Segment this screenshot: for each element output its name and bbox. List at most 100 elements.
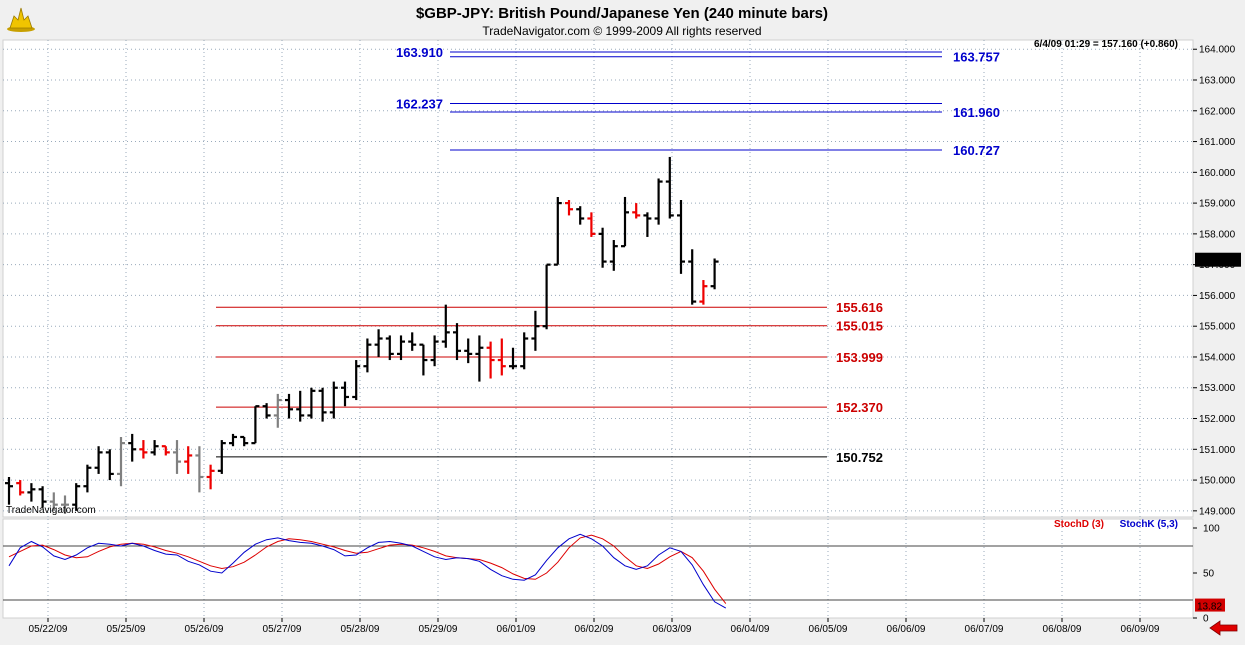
ohlc-bar [184, 446, 193, 474]
ohlc-bar [117, 436, 125, 487]
ohlc-bar [229, 433, 237, 447]
ohlc-bar [654, 178, 663, 225]
ohlc-bar [464, 338, 473, 364]
ohlc-bar [710, 258, 719, 290]
x-tick-label: 05/26/09 [185, 624, 224, 635]
stoch-last-label: 13.82 [1197, 602, 1222, 613]
y-tick-label: 162.000 [1199, 106, 1236, 117]
ohlc-bar [128, 433, 137, 462]
ohlc-bar [553, 196, 562, 266]
ohlc-bar [173, 440, 181, 474]
scroll-right-arrow-icon[interactable] [1209, 620, 1238, 636]
ohlc-bar [273, 393, 282, 428]
chart-title: $GBP-JPY: British Pound/Japanese Yen (24… [416, 5, 828, 22]
level-label: 152.370 [836, 400, 883, 415]
ohlc-bar [285, 393, 293, 419]
ohlc-bar [598, 227, 607, 268]
ohlc-bar [94, 446, 103, 474]
y-tick-label: 155.000 [1199, 322, 1236, 333]
ohlc-bar [139, 440, 148, 459]
y-tick-label: 161.000 [1199, 137, 1236, 148]
legend-stochk: StochK (5,3) [1120, 519, 1178, 530]
x-tick-label: 06/08/09 [1043, 624, 1082, 635]
stoch-series-line [8, 534, 727, 604]
y-tick-label: 153.000 [1199, 383, 1236, 394]
x-tick-label: 05/28/09 [341, 624, 380, 635]
y-tick-label: 159.000 [1199, 199, 1236, 210]
price-status: 6/4/09 01:29 = 157.160 (+0.860) [1034, 39, 1178, 50]
price-panel [2, 39, 1194, 518]
ohlc-bar [61, 495, 69, 514]
level-label: 150.752 [836, 450, 883, 465]
y-tick-label: 152.000 [1199, 414, 1236, 425]
y-tick-label: 158.000 [1199, 229, 1236, 240]
ohlc-bar [217, 440, 226, 474]
gridlines [3, 40, 1193, 618]
ohlc-bar [520, 332, 529, 370]
ohlc-bar [307, 387, 316, 419]
y-tick-label: 164.000 [1199, 45, 1236, 56]
level-label: 163.910 [396, 45, 443, 60]
last-price-label: 157.160 [1197, 256, 1234, 267]
ohlc-bar [72, 483, 81, 511]
ohlc-bar [486, 341, 495, 379]
stochastic-panel [2, 518, 1194, 619]
y-tick-label: 156.000 [1199, 291, 1236, 302]
ohlc-bar [83, 464, 92, 493]
level-label: 161.960 [953, 105, 1000, 120]
stoch-y-tick-label: 0 [1203, 614, 1209, 625]
x-tick-label: 06/02/09 [575, 624, 614, 635]
ohlc-bar [105, 449, 114, 481]
level-label: 155.616 [836, 300, 883, 315]
level-label: 163.757 [953, 50, 1000, 65]
ohlc-bar [27, 483, 36, 502]
x-tick-label: 06/05/09 [809, 624, 848, 635]
ohlc-bar [609, 240, 618, 271]
y-tick-label: 151.000 [1199, 445, 1236, 456]
ohlc-bar [397, 335, 405, 361]
x-tick-label: 06/01/09 [497, 624, 536, 635]
legend-stochd: StochD (3) [1054, 519, 1104, 530]
x-tick-label: 06/06/09 [887, 624, 926, 635]
ohlc-bar [699, 280, 708, 305]
ohlc-bar [240, 435, 249, 447]
ohlc-bar [677, 200, 685, 274]
level-label: 162.237 [396, 96, 443, 111]
x-tick-label: 05/27/09 [263, 624, 302, 635]
stoch-last-marker [1195, 598, 1225, 612]
ohlc-bar [643, 212, 652, 237]
axes-layer: 05/22/09 05/25/09 05/26/09 05/27/09 05/28/09… [29, 45, 1241, 635]
y-tick-label: 150.000 [1199, 476, 1236, 487]
ohlc-bar [509, 347, 517, 370]
ohlc-bar [419, 343, 428, 376]
x-tick-label: 06/04/09 [731, 624, 770, 635]
ohlc-bar [5, 476, 13, 505]
x-tick-label: 06/07/09 [965, 624, 1004, 635]
ohlc-bar [441, 304, 450, 348]
y-tick-label: 149.000 [1199, 506, 1236, 517]
ohlc-bar [251, 405, 260, 445]
ohlc-bar [587, 212, 596, 237]
level-label: 160.727 [953, 143, 1000, 158]
ohlc-bar [38, 486, 47, 508]
last-price-marker [1195, 252, 1241, 267]
ohlc-bar [688, 249, 697, 305]
ohlc-bar [16, 480, 25, 496]
ohlc-bar [408, 332, 417, 351]
ohlc-bar [374, 329, 383, 357]
ohlc-bar [385, 335, 394, 361]
ohlc-bar [565, 200, 573, 216]
ohlc-bar [430, 335, 439, 367]
y-tick-label: 154.000 [1199, 352, 1236, 363]
y-tick-label: 160.000 [1199, 168, 1236, 179]
ohlc-bar [318, 387, 327, 422]
ohlc-bar [453, 323, 461, 361]
ohlc-bar [363, 338, 372, 373]
stoch-y-tick-label: 100 [1203, 524, 1220, 535]
level-label: 153.999 [836, 350, 883, 365]
ohlc-bar [531, 310, 540, 351]
ohlc-bar [150, 440, 159, 456]
x-tick-label: 05/25/09 [107, 624, 146, 635]
ohlc-bars [5, 156, 719, 514]
